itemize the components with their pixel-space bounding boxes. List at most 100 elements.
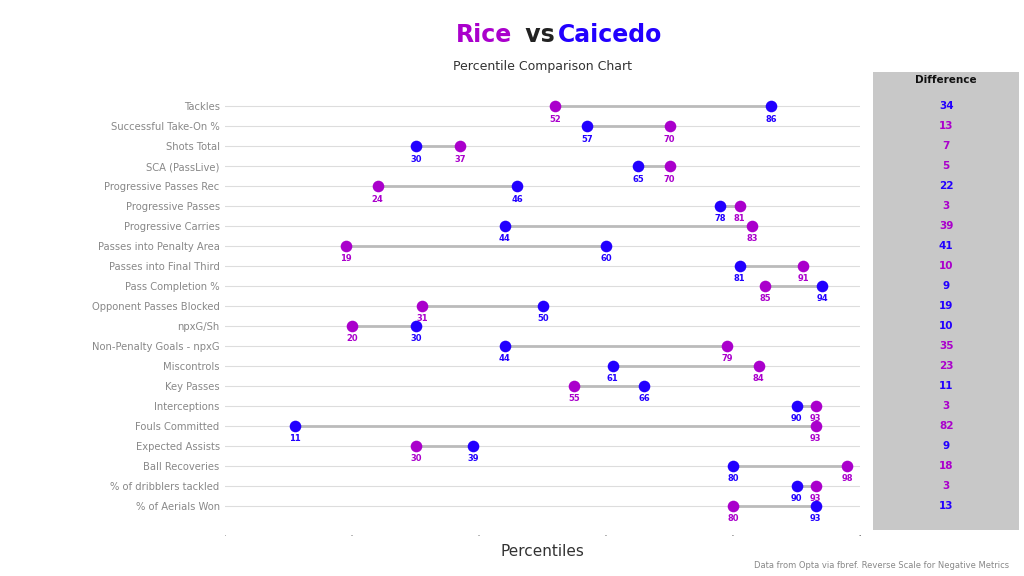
Point xyxy=(731,262,748,271)
Text: 34: 34 xyxy=(939,101,953,111)
Text: 70: 70 xyxy=(664,175,676,184)
Text: 35: 35 xyxy=(939,341,953,351)
Text: 23: 23 xyxy=(939,361,953,371)
Text: 30: 30 xyxy=(410,154,422,164)
Text: 19: 19 xyxy=(939,301,953,311)
Point xyxy=(795,262,811,271)
Point xyxy=(808,401,824,411)
Point xyxy=(763,101,779,111)
Text: 10: 10 xyxy=(939,261,953,271)
Text: Caicedo: Caicedo xyxy=(558,23,663,47)
Text: 5: 5 xyxy=(942,161,950,171)
Text: Difference: Difference xyxy=(915,75,977,85)
X-axis label: Percentiles: Percentiles xyxy=(501,544,585,559)
Text: 3: 3 xyxy=(942,201,950,211)
Point xyxy=(566,381,583,391)
Point xyxy=(713,202,729,211)
Point xyxy=(840,461,856,471)
Text: Data from Opta via fbref. Reverse Scale for Negative Metrics: Data from Opta via fbref. Reverse Scale … xyxy=(754,561,1009,570)
Text: 61: 61 xyxy=(606,374,618,384)
Text: 65: 65 xyxy=(632,175,644,184)
Text: 30: 30 xyxy=(410,454,422,463)
Point xyxy=(725,501,741,510)
Text: 13: 13 xyxy=(939,121,953,131)
Point xyxy=(662,161,678,170)
Text: 78: 78 xyxy=(715,214,726,223)
Text: 81: 81 xyxy=(734,274,745,283)
Text: 31: 31 xyxy=(417,314,428,324)
Point xyxy=(719,342,735,351)
Point xyxy=(630,161,646,170)
Text: 55: 55 xyxy=(568,395,581,403)
Point xyxy=(731,202,748,211)
Text: 81: 81 xyxy=(734,214,745,223)
Point xyxy=(725,461,741,471)
Point xyxy=(808,482,824,491)
Text: 98: 98 xyxy=(842,475,853,483)
Text: 19: 19 xyxy=(340,255,351,263)
Point xyxy=(808,501,824,510)
Point xyxy=(408,142,424,151)
Text: 93: 93 xyxy=(810,414,821,423)
Text: 70: 70 xyxy=(664,135,676,143)
Text: 94: 94 xyxy=(816,294,827,304)
Point xyxy=(535,301,551,310)
Text: 44: 44 xyxy=(499,354,511,363)
Point xyxy=(287,422,303,431)
Text: 22: 22 xyxy=(939,181,953,191)
Point xyxy=(408,441,424,450)
Point xyxy=(788,401,805,411)
Text: Rice: Rice xyxy=(456,23,512,47)
Point xyxy=(497,342,513,351)
Text: 41: 41 xyxy=(939,241,953,251)
Text: 11: 11 xyxy=(939,381,953,391)
Point xyxy=(598,241,614,251)
Text: 80: 80 xyxy=(727,475,739,483)
Text: 60: 60 xyxy=(600,255,612,263)
Text: Percentile Comparison Chart: Percentile Comparison Chart xyxy=(454,60,632,74)
Text: 85: 85 xyxy=(759,294,771,304)
Text: 66: 66 xyxy=(638,395,650,403)
Text: 10: 10 xyxy=(939,321,953,331)
Point xyxy=(344,321,360,331)
Text: 7: 7 xyxy=(942,141,950,151)
Text: 13: 13 xyxy=(939,501,953,511)
Text: 37: 37 xyxy=(455,154,466,164)
Point xyxy=(662,122,678,131)
Text: 93: 93 xyxy=(810,494,821,503)
Point xyxy=(497,222,513,231)
Text: 91: 91 xyxy=(798,274,809,283)
Text: 82: 82 xyxy=(939,421,953,431)
Point xyxy=(414,301,430,310)
Point xyxy=(547,101,563,111)
Point xyxy=(814,282,830,291)
Text: 86: 86 xyxy=(766,115,777,123)
Text: vs: vs xyxy=(517,23,563,47)
Point xyxy=(452,142,468,151)
Text: 93: 93 xyxy=(810,514,821,524)
Text: 39: 39 xyxy=(467,454,478,463)
Text: 83: 83 xyxy=(746,234,758,244)
Text: 46: 46 xyxy=(511,195,523,203)
Text: 9: 9 xyxy=(943,441,949,451)
Text: 11: 11 xyxy=(289,434,301,444)
Text: 9: 9 xyxy=(943,281,949,291)
Text: 52: 52 xyxy=(550,115,561,123)
Text: 57: 57 xyxy=(582,135,593,143)
Point xyxy=(604,361,621,370)
Point xyxy=(408,321,424,331)
Text: 24: 24 xyxy=(372,195,384,203)
Text: 39: 39 xyxy=(939,221,953,231)
Text: 30: 30 xyxy=(410,335,422,343)
Point xyxy=(509,181,525,191)
Text: 80: 80 xyxy=(727,514,739,524)
Point xyxy=(465,441,481,450)
Text: 18: 18 xyxy=(939,461,953,471)
Point xyxy=(808,422,824,431)
Point xyxy=(370,181,386,191)
Point xyxy=(788,482,805,491)
Text: 90: 90 xyxy=(791,414,803,423)
Text: 3: 3 xyxy=(942,401,950,411)
Text: 79: 79 xyxy=(721,354,732,363)
Point xyxy=(338,241,354,251)
